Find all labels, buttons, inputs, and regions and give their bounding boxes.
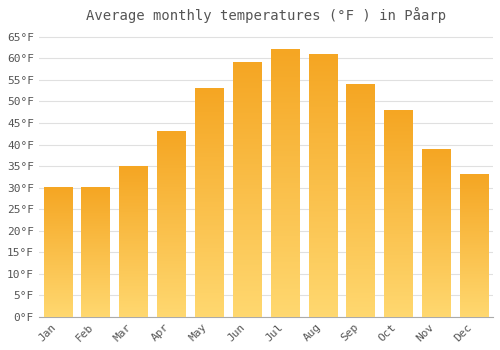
- Title: Average monthly temperatures (°F ) in Påarp: Average monthly temperatures (°F ) in På…: [86, 7, 446, 23]
- Bar: [422, 149, 450, 317]
- Bar: [119, 166, 148, 317]
- Bar: [270, 50, 299, 317]
- Bar: [195, 89, 224, 317]
- Bar: [233, 63, 261, 317]
- Bar: [157, 132, 186, 317]
- Bar: [82, 188, 110, 317]
- Bar: [384, 110, 412, 317]
- Bar: [346, 84, 375, 317]
- Bar: [460, 175, 488, 317]
- Bar: [308, 54, 337, 317]
- Bar: [44, 188, 72, 317]
